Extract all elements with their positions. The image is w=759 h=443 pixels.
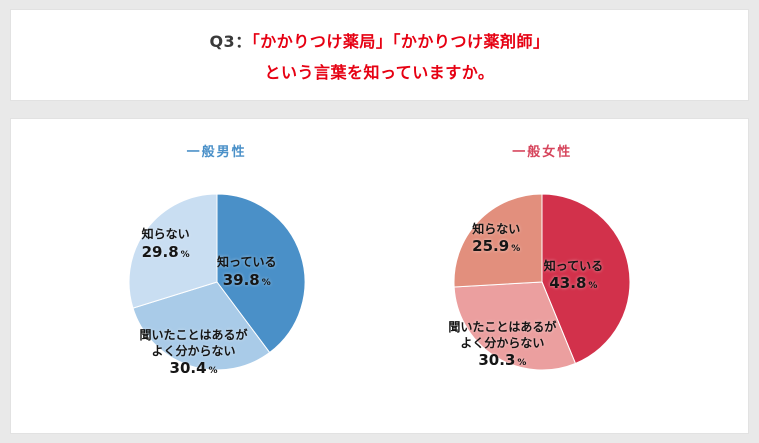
question-title-line1-wrap: Q3：「かかりつけ薬局」「かかりつけ薬剤師」: [209, 28, 549, 52]
pie-chart: [128, 193, 306, 371]
pie-chart: [453, 193, 631, 371]
pie-slice-1: [131, 281, 270, 371]
question-number: Q3：: [209, 31, 252, 51]
chart-title-female: 一般女性: [512, 145, 573, 160]
pie-slice-0: [216, 193, 306, 354]
pie-slice-1: [453, 281, 577, 371]
pie-slice-2: [128, 193, 218, 309]
chart-block-male: 一般男性 知っている 39.8% 聞いたことはあるが よく分からない 30.4% 知らな…: [97, 129, 337, 402]
pie-wrap-female: 知っている 43.8% 聞いたことはあるが よく分からない 30.3% 知らない 25.9…: [422, 162, 662, 402]
chart-block-female: 一般女性 知っている 43.8% 聞いたことはあるが よく分からない 30.3% 知らな…: [422, 129, 662, 402]
question-header: Q3：「かかりつけ薬局」「かかりつけ薬剤師」 という言葉を知っていますか。: [10, 9, 749, 101]
question-title-line2: という言葉を知っていますか。: [264, 62, 495, 82]
pie-wrap-male: 知っている 39.8% 聞いたことはあるが よく分からない 30.4% 知らない 29.8…: [97, 162, 337, 402]
pie-slice-0: [541, 193, 631, 365]
charts-panel: 一般男性 知っている 39.8% 聞いたことはあるが よく分からない 30.4% 知らな…: [10, 118, 749, 434]
chart-title-male: 一般男性: [186, 145, 247, 160]
question-title-line1: 「かかりつけ薬局」「かかりつけ薬剤師」: [251, 31, 550, 51]
pie-slice-2: [453, 193, 543, 288]
